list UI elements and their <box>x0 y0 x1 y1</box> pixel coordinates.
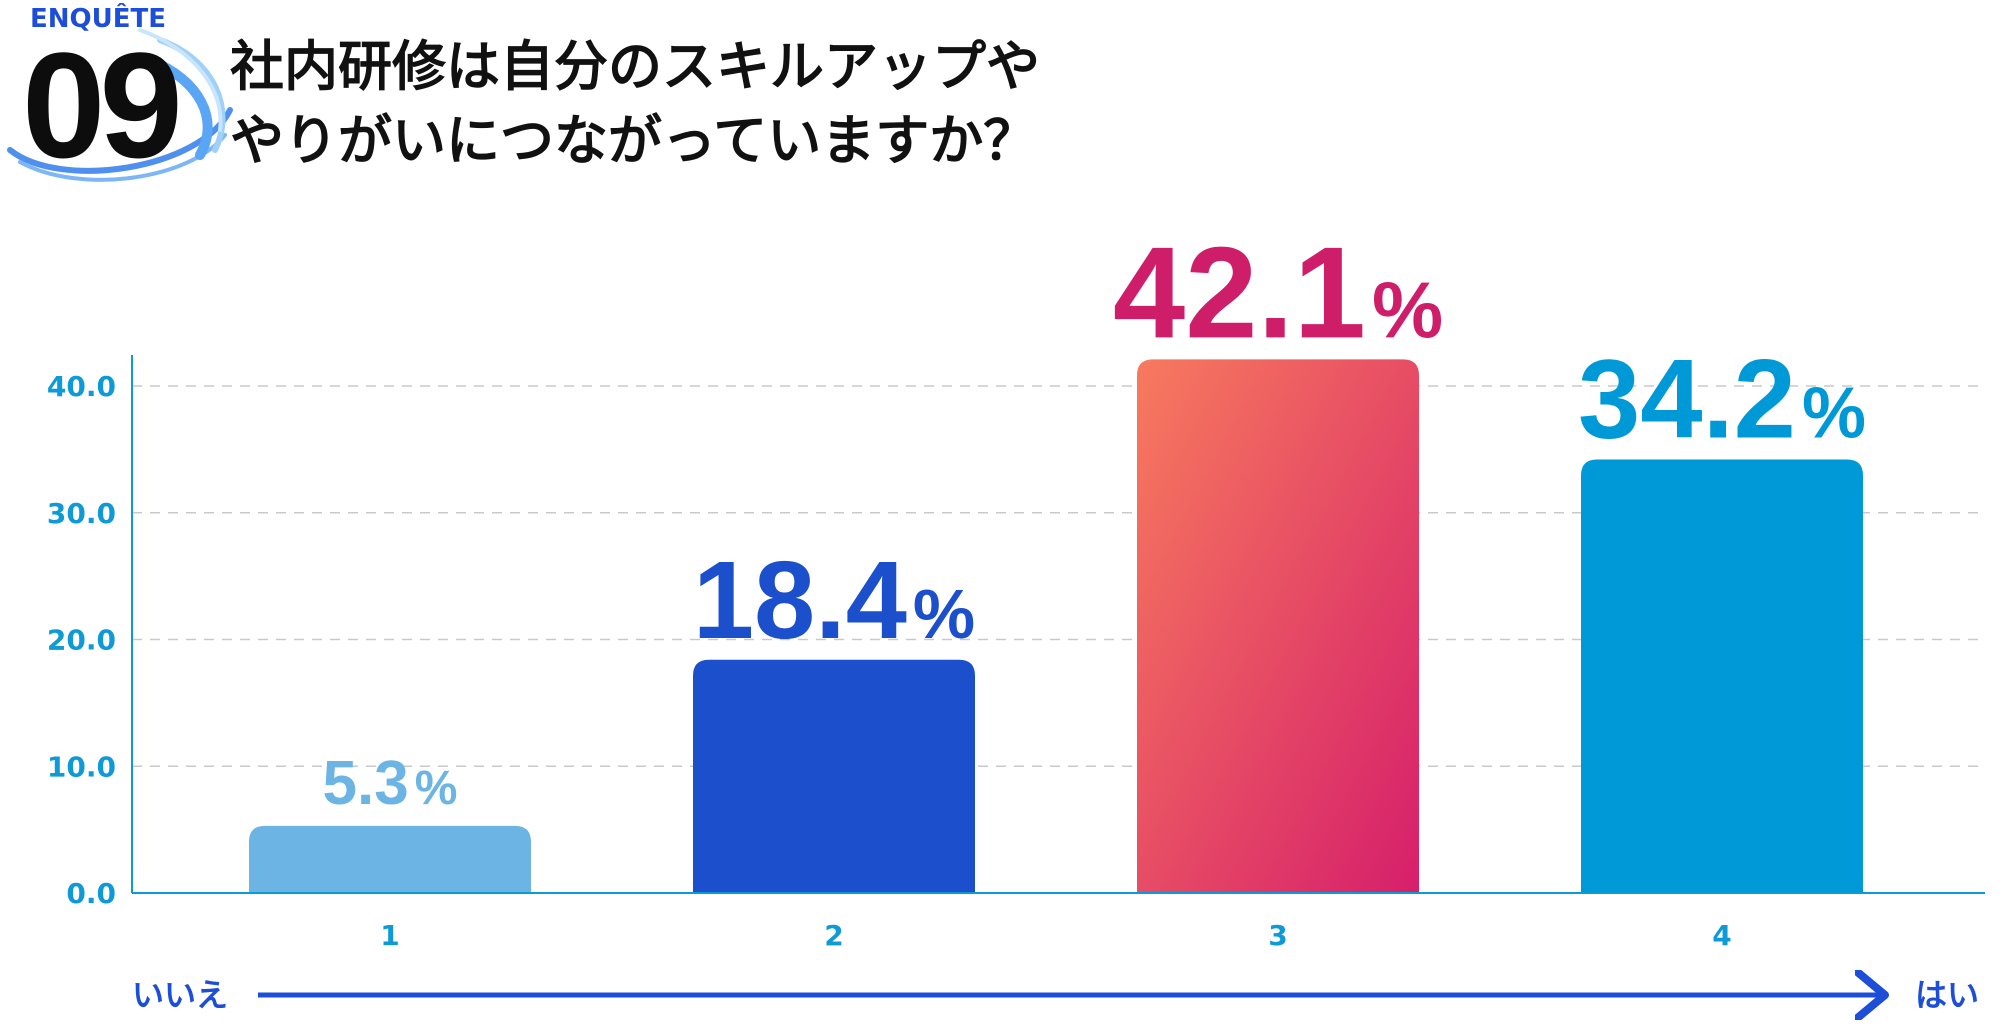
data-label-3: 42.1% <box>1113 219 1443 365</box>
y-tick-label: 0.0 <box>66 877 116 910</box>
question-title: 社内研修は自分のスキルアップや やりがいにつながっていますか？ <box>230 30 1040 178</box>
data-label-value: 42.1 <box>1113 219 1366 365</box>
bar-1 <box>249 825 531 893</box>
enquete-label: ENQUÊTE <box>30 4 166 34</box>
data-label-unit: % <box>1372 265 1443 354</box>
y-tick-label: 40.0 <box>47 370 116 403</box>
title-line-1: 社内研修は自分のスキルアップや <box>230 35 1040 98</box>
bar-2 <box>693 659 975 893</box>
data-label-value: 18.4 <box>693 539 907 662</box>
title-line-2: やりがいにつながっていますか？ <box>230 109 1038 172</box>
data-label-value: 34.2 <box>1578 337 1796 462</box>
y-tick-label: 10.0 <box>47 750 116 783</box>
data-label-value: 5.3 <box>323 749 409 818</box>
data-label-unit: % <box>913 575 975 653</box>
x-tick-label: 4 <box>1712 919 1731 952</box>
question-number: 09 <box>22 21 183 189</box>
data-label-4: 34.2% <box>1578 337 1866 462</box>
data-label-2: 18.4% <box>693 539 975 662</box>
x-tick-label: 2 <box>824 919 843 952</box>
data-label-unit: % <box>1802 374 1866 454</box>
x-tick-label: 3 <box>1268 919 1287 952</box>
swirl-graphic <box>7 28 233 182</box>
data-label-1: 5.3% <box>323 749 458 818</box>
scale-label-yes: はい <box>1915 976 1979 1014</box>
scale-label-no: いいえ <box>132 976 228 1014</box>
bar-3 <box>1137 359 1419 893</box>
y-tick-label: 20.0 <box>47 624 116 657</box>
bar-4 <box>1581 459 1863 893</box>
data-label-unit: % <box>415 762 458 815</box>
enquete-badge <box>7 28 233 182</box>
y-tick-label: 30.0 <box>47 497 116 530</box>
x-tick-label: 1 <box>380 919 399 952</box>
